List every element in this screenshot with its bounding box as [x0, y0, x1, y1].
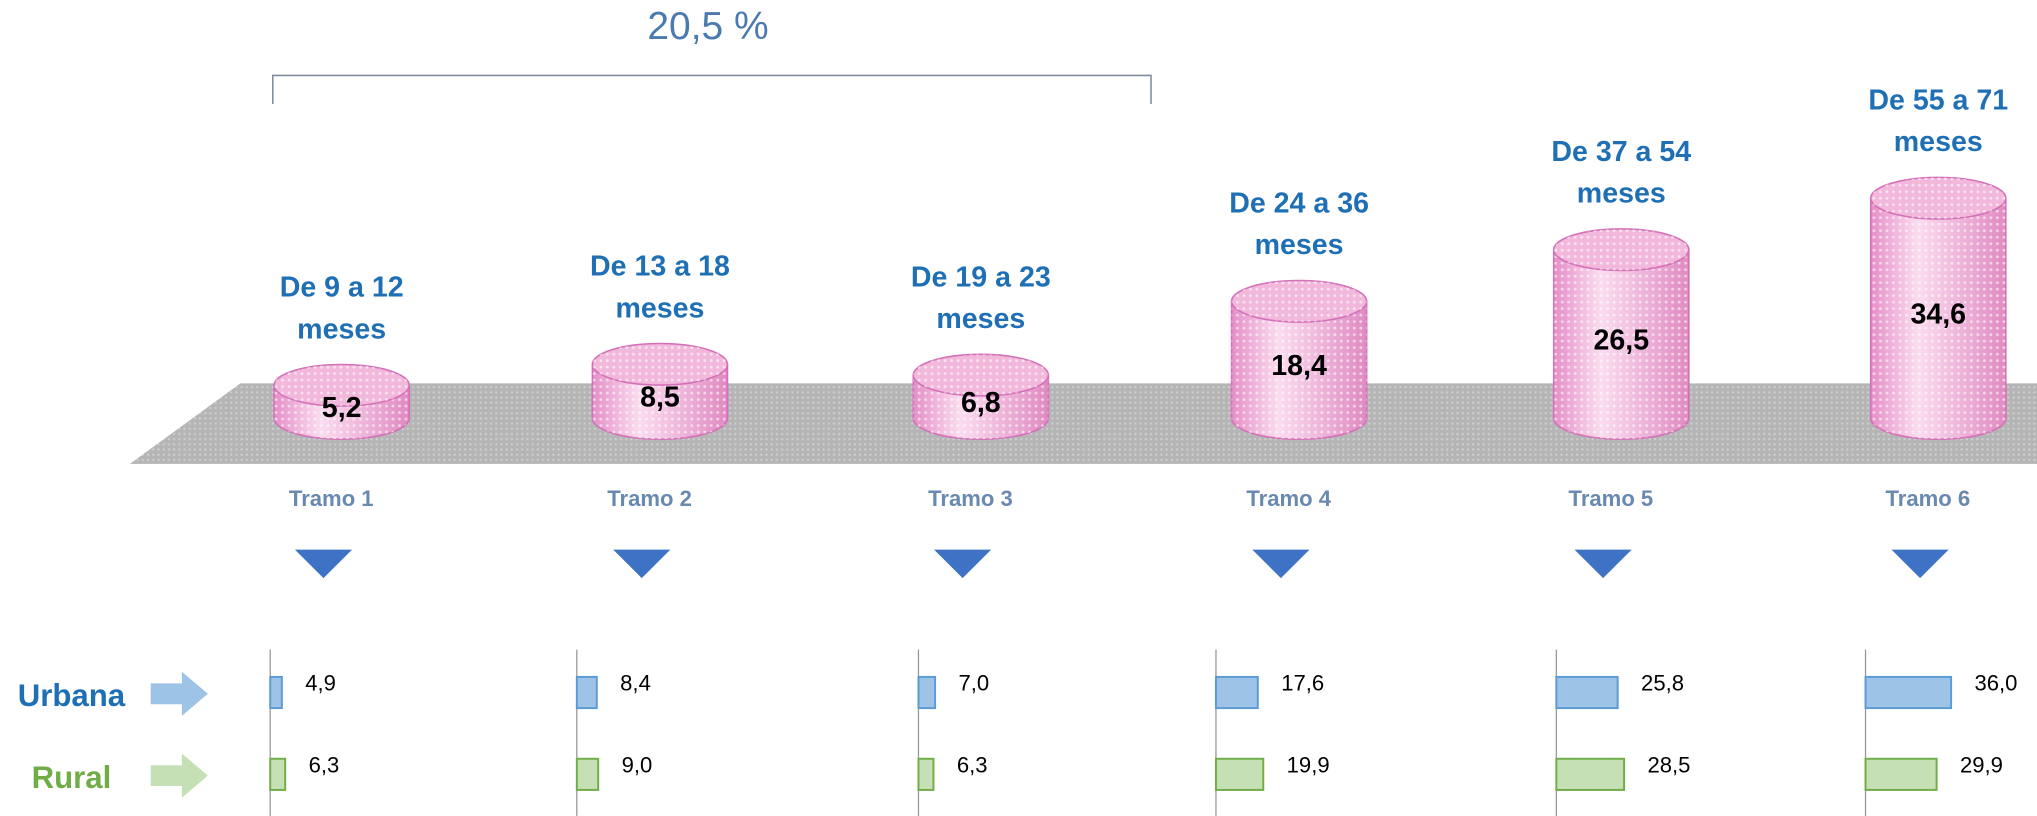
x-tick-label: Tramo 4	[1246, 486, 1331, 511]
down-arrow	[934, 549, 992, 579]
value-label: 8,5	[640, 382, 680, 414]
mini-bar	[1214, 757, 1265, 791]
mini-bar	[1864, 757, 1938, 791]
cylinder-top-texture	[1870, 177, 2006, 219]
mini-value-label: 7,0	[958, 671, 989, 696]
x-tick-label: Tramo 6	[1886, 486, 1971, 511]
bracket	[272, 74, 1152, 105]
down-arrow	[613, 549, 671, 579]
mini-value-label: 28,5	[1647, 752, 1690, 777]
mini-value-label: 36,0	[1974, 671, 2017, 696]
cylinder-top-texture	[1231, 280, 1367, 323]
mini-bar	[1555, 757, 1626, 791]
range-label: meses	[936, 303, 1025, 335]
range-label: meses	[1894, 126, 1983, 158]
cylinder-texture	[1553, 249, 1689, 440]
annotation: 20,5 %	[647, 5, 768, 48]
mini-value-label: 25,8	[1641, 671, 1684, 696]
cylinder-texture	[1870, 198, 2006, 440]
mini-value-label: 17,6	[1281, 671, 1324, 696]
legend-arrow	[150, 671, 208, 716]
x-tick-label: Tramo 2	[607, 486, 692, 511]
down-arrow	[1891, 549, 1949, 579]
value-label: 34,6	[1910, 299, 1966, 331]
range-label: De 55 a 71	[1868, 85, 2008, 117]
cylinder-texture	[1231, 301, 1367, 440]
range-label: meses	[1255, 229, 1344, 261]
mini-bar	[1555, 675, 1619, 710]
cylinder-top-texture	[274, 364, 410, 407]
cylinder-top-texture	[592, 343, 728, 386]
platform	[129, 383, 2037, 464]
mini-value-label: 29,9	[1960, 752, 2003, 777]
mini-bar	[1864, 675, 1953, 710]
mini-value-label: 6,3	[957, 752, 988, 777]
mini-bar	[917, 757, 935, 791]
x-tick-label: Tramo 1	[289, 486, 374, 511]
range-label: meses	[1577, 178, 1666, 210]
range-label: De 9 a 12	[280, 272, 404, 304]
legend-label: Urbana	[18, 678, 126, 713]
mini-value-label: 9,0	[622, 752, 653, 777]
mini-bar	[1214, 675, 1259, 710]
range-label: De 24 a 36	[1229, 188, 1369, 220]
down-arrow	[294, 549, 353, 579]
x-tick-label: Tramo 5	[1569, 486, 1654, 511]
x-tick-label: Tramo 3	[928, 486, 1013, 511]
mini-value-label: 6,3	[309, 752, 340, 777]
legend-label: Rural	[32, 760, 112, 795]
range-label: De 13 a 18	[590, 251, 730, 283]
value-label: 5,2	[322, 392, 362, 424]
mini-value-label: 4,9	[305, 671, 336, 696]
mini-value-label: 19,9	[1287, 752, 1330, 777]
mini-bar	[269, 757, 287, 791]
range-label: meses	[297, 313, 386, 345]
range-label: meses	[615, 292, 704, 324]
value-label: 18,4	[1271, 350, 1327, 382]
down-arrow	[1574, 549, 1632, 579]
range-label: De 19 a 23	[911, 262, 1051, 294]
value-label: 26,5	[1593, 324, 1649, 356]
mini-bar	[917, 675, 937, 710]
mini-bar	[575, 757, 600, 791]
mini-bar	[269, 675, 283, 710]
range-label: De 37 a 54	[1551, 136, 1691, 168]
mini-bar	[575, 675, 598, 710]
mini-value-label: 8,4	[620, 671, 651, 696]
value-label: 6,8	[961, 387, 1001, 419]
cylinder-top-texture	[913, 354, 1049, 396]
cylinder-top-texture	[1553, 228, 1689, 271]
legend-arrow	[150, 753, 208, 798]
down-arrow	[1252, 549, 1310, 579]
